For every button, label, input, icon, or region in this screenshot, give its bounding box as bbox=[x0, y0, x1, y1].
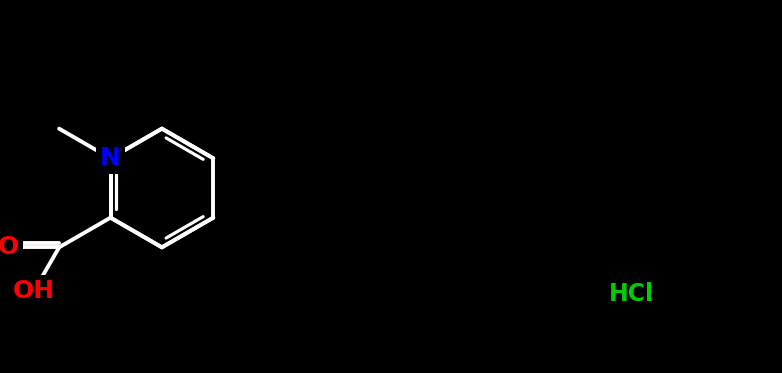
Text: HCl: HCl bbox=[609, 282, 655, 306]
Text: O: O bbox=[0, 235, 20, 259]
Text: N: N bbox=[100, 146, 121, 170]
Text: OH: OH bbox=[13, 279, 55, 303]
